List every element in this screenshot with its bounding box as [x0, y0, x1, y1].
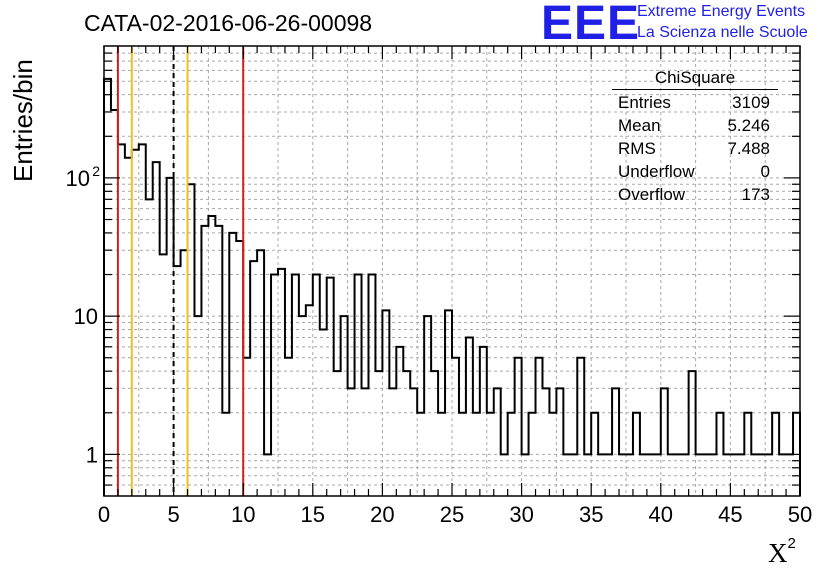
x-tick-label: 20 — [370, 502, 394, 527]
histogram-bin — [201, 226, 208, 496]
histogram-bin — [313, 275, 320, 496]
histogram-bin — [515, 358, 522, 496]
histogram-bin — [403, 371, 410, 496]
histogram-bin — [278, 269, 285, 496]
histogram-bin — [194, 316, 201, 496]
stat-value: 0 — [760, 162, 770, 181]
logo-line-1: Extreme Energy Events — [637, 3, 806, 20]
x-tick-label: 30 — [509, 502, 533, 527]
histogram-bin — [494, 388, 501, 496]
stat-label: RMS — [618, 139, 656, 158]
histogram-bin — [556, 388, 563, 496]
eee-logo: EEE — [541, 0, 641, 50]
x-tick-label: 15 — [301, 502, 325, 527]
histogram-bin — [299, 316, 306, 496]
histogram-bin — [612, 388, 619, 496]
y-tick-label-exponent: 2 — [92, 163, 100, 179]
histogram-bin — [410, 388, 417, 496]
histogram-bin — [118, 144, 125, 496]
histogram-bin — [542, 388, 549, 496]
chart-title: CATA-02-2016-06-26-00098 — [84, 10, 373, 36]
histogram-bin — [181, 250, 188, 496]
histogram-bin — [355, 275, 362, 496]
histogram-bin — [452, 358, 459, 496]
histogram-bin — [271, 275, 278, 496]
x-axis-label-base: X — [768, 538, 788, 568]
stat-row-underflow: Underflow 0 — [612, 160, 778, 183]
histogram-bin — [236, 241, 243, 496]
histogram-bin — [334, 371, 341, 496]
histogram-bin — [375, 371, 382, 496]
histogram-bin — [188, 184, 195, 496]
x-axis-label-superscript: 2 — [787, 535, 796, 552]
x-tick-label: 0 — [98, 502, 110, 527]
histogram-bin — [689, 371, 696, 496]
histogram-bin — [368, 275, 375, 496]
x-tick-label: 25 — [440, 502, 464, 527]
x-tick-label: 35 — [579, 502, 603, 527]
stat-value: 5.246 — [727, 116, 770, 135]
x-axis-label: X2 — [768, 535, 796, 569]
histogram-bin — [243, 358, 250, 496]
histogram-bin — [174, 266, 181, 496]
stat-value: 7.488 — [727, 139, 770, 158]
histogram-bin — [104, 79, 111, 496]
y-tick-label: 10 — [66, 166, 90, 191]
histogram-bin — [431, 371, 438, 496]
histogram-bin — [229, 233, 236, 496]
histogram-step-outline — [103, 77, 801, 496]
histogram-bin — [327, 278, 334, 496]
stat-row-entries: Entries 3109 — [612, 91, 778, 114]
histogram-bin — [480, 347, 487, 496]
histogram-bin — [466, 338, 473, 496]
histogram-bin — [215, 226, 222, 496]
histogram-bin — [285, 358, 292, 496]
logo-line-2: La Scienza nelle Scuole — [637, 24, 808, 41]
x-tick-label: 5 — [167, 502, 179, 527]
histogram-bin — [661, 388, 668, 496]
stats-box: ChiSquare Entries 3109 Mean 5.246 RMS 7.… — [612, 68, 778, 206]
histogram-bin — [257, 250, 264, 496]
stat-row-mean: Mean 5.246 — [612, 114, 778, 137]
histogram-bin — [160, 254, 167, 496]
histogram-bin — [341, 316, 348, 496]
x-tick-label: 40 — [649, 502, 673, 527]
stat-label: Entries — [618, 93, 671, 112]
stat-row-rms: RMS 7.488 — [612, 137, 778, 160]
y-axis-label: Entries/bin — [8, 59, 38, 182]
histogram-bin — [424, 316, 431, 496]
x-tick-label: 45 — [718, 502, 742, 527]
stat-label: Overflow — [618, 185, 686, 204]
histogram-bin — [536, 358, 543, 496]
histogram-bin — [111, 110, 118, 496]
x-tick-label: 10 — [231, 502, 255, 527]
histogram-bin — [348, 388, 355, 496]
histogram-bin — [167, 178, 174, 496]
histogram-bin — [146, 199, 153, 496]
histogram-bin — [389, 388, 396, 496]
y-tick-label: 10 — [74, 304, 98, 329]
histogram-bin — [396, 347, 403, 496]
histogram-bin — [292, 275, 299, 496]
histogram-bin — [577, 358, 584, 496]
stat-label: Mean — [618, 116, 661, 135]
x-tick-label: 50 — [788, 502, 812, 527]
stats-box-title: ChiSquare — [612, 68, 778, 90]
stat-row-overflow: Overflow 173 — [612, 183, 778, 206]
y-tick-label: 1 — [86, 442, 98, 467]
histogram-bin — [139, 144, 146, 496]
stat-label: Underflow — [618, 162, 695, 181]
stat-value: 173 — [741, 185, 770, 204]
stat-value: 3109 — [732, 93, 770, 112]
histogram-bin — [362, 388, 369, 496]
